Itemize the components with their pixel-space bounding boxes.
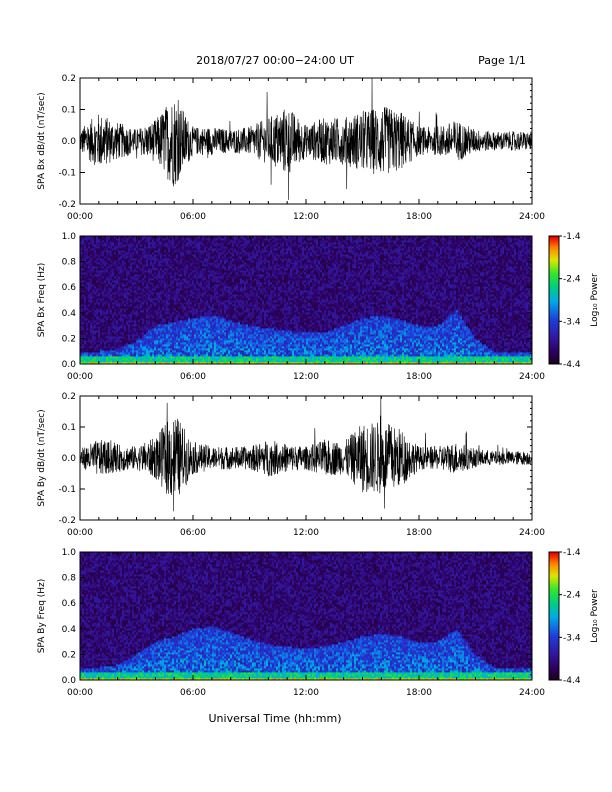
x-tick-label: 00:00	[67, 688, 93, 698]
y-tick-label: -0.2	[58, 200, 76, 210]
colorbar-tick-label: -1.4	[563, 548, 581, 558]
x-tick-label: 00:00	[67, 528, 93, 538]
panel-2-axes: 00:00 06:00 12:00 18:00 24:00 0.0 0.2 0.4 0.6 0.8…	[37, 232, 545, 382]
page-number: Page 1/1	[478, 54, 526, 67]
x-tick-label: 24:00	[519, 528, 545, 538]
x-tick-label: 12:00	[293, 688, 319, 698]
series-line-1	[79, 77, 533, 200]
x-tick-label: 06:00	[180, 528, 206, 538]
y-tick-label: 0.0	[62, 454, 77, 464]
x-tick-label: 06:00	[180, 212, 206, 222]
x-tick-label: 18:00	[406, 528, 432, 538]
colorbar-label: Log₁₀ Power	[590, 589, 600, 643]
x-axis-label: Universal Time (hh:mm)	[209, 712, 342, 725]
y-tick-label: 0.0	[62, 137, 77, 147]
colorbar-tick-label: -2.4	[563, 275, 581, 285]
x-tick-label: 12:00	[293, 372, 319, 382]
y-tick-label: 0.2	[62, 74, 76, 84]
colorbar-frame	[548, 551, 560, 681]
y-axis-label: SPA Bx Freq (Hz)	[37, 263, 47, 338]
y-tick-label: 0.4	[62, 309, 77, 319]
y-tick-label: -0.1	[58, 485, 76, 495]
series-line-3	[79, 395, 533, 512]
y-tick-label: 0.0	[62, 360, 77, 370]
panel-3-axes: 00:00 06:00 12:00 18:00 24:00 -0.2 -0.1 0.0 0.1 0…	[37, 392, 545, 538]
colorbar-tick-label: -4.4	[563, 676, 581, 686]
y-tick-label: 0.0	[62, 676, 77, 686]
colorbar-tick-label: -4.4	[563, 360, 581, 370]
colorbar-tick-label: -3.4	[563, 633, 581, 643]
colorbar-tick-label: -2.4	[563, 591, 581, 601]
x-tick-label: 24:00	[519, 372, 545, 382]
colorbar-4: -1.4 -2.4 -3.4 -4.4 Log₁₀ Power	[548, 548, 600, 686]
heatmap-4	[80, 552, 533, 681]
colorbar-frame	[548, 235, 560, 365]
y-tick-label: 0.8	[62, 258, 77, 268]
y-tick-label: 0.8	[62, 574, 77, 584]
y-tick-label: -0.1	[58, 169, 76, 179]
y-tick-label: 0.6	[62, 599, 77, 609]
y-axis-label: SPA By dB/dt (nT/sec)	[37, 409, 47, 506]
x-tick-label: 06:00	[180, 688, 206, 698]
x-tick-label: 12:00	[293, 212, 319, 222]
x-tick-label: 18:00	[406, 688, 432, 698]
x-tick-label: 24:00	[519, 688, 545, 698]
y-tick-label: 0.2	[62, 392, 76, 402]
colorbar-tick-label: -3.4	[563, 317, 581, 327]
figure-title: 2018/07/27 00:00−24:00 UT	[196, 54, 354, 67]
y-tick-label: 0.1	[62, 106, 76, 116]
colorbar-2: -1.4 -2.4 -3.4 -4.4 Log₁₀ Power	[548, 232, 600, 370]
panel-4-axes: 00:00 06:00 12:00 18:00 24:00 0.0 0.2 0.4 0.6 0.8…	[37, 548, 545, 698]
colorbar-label: Log₁₀ Power	[590, 273, 600, 327]
x-tick-label: 12:00	[293, 528, 319, 538]
y-axis-label: SPA By Freq (Hz)	[37, 579, 47, 654]
y-tick-label: 0.2	[62, 334, 76, 344]
plot-area: 00:00 06:00 12:00 18:00 24:00 -0.2 -0.1 0.0 0.1 0…	[37, 74, 600, 698]
y-tick-label: 0.1	[62, 423, 76, 433]
y-tick-label: 0.4	[62, 625, 77, 635]
x-tick-label: 06:00	[180, 372, 206, 382]
x-tick-label: 00:00	[67, 212, 93, 222]
y-tick-label: 1.0	[62, 548, 77, 558]
y-tick-label: 0.2	[62, 650, 76, 660]
y-axis-label: SPA Bx dB/dt (nT/sec)	[37, 92, 47, 189]
y-tick-label: -0.2	[58, 516, 76, 526]
x-tick-label: 18:00	[406, 372, 432, 382]
x-tick-label: 00:00	[67, 372, 93, 382]
heatmap-2	[80, 236, 533, 365]
y-tick-label: 1.0	[62, 232, 77, 242]
colorbar-tick-label: -1.4	[563, 232, 581, 242]
x-tick-label: 18:00	[406, 212, 432, 222]
panel-1-axes: 00:00 06:00 12:00 18:00 24:00 -0.2 -0.1 0.0 0.1 0…	[37, 74, 545, 222]
y-tick-label: 0.6	[62, 283, 77, 293]
x-tick-label: 24:00	[519, 212, 545, 222]
